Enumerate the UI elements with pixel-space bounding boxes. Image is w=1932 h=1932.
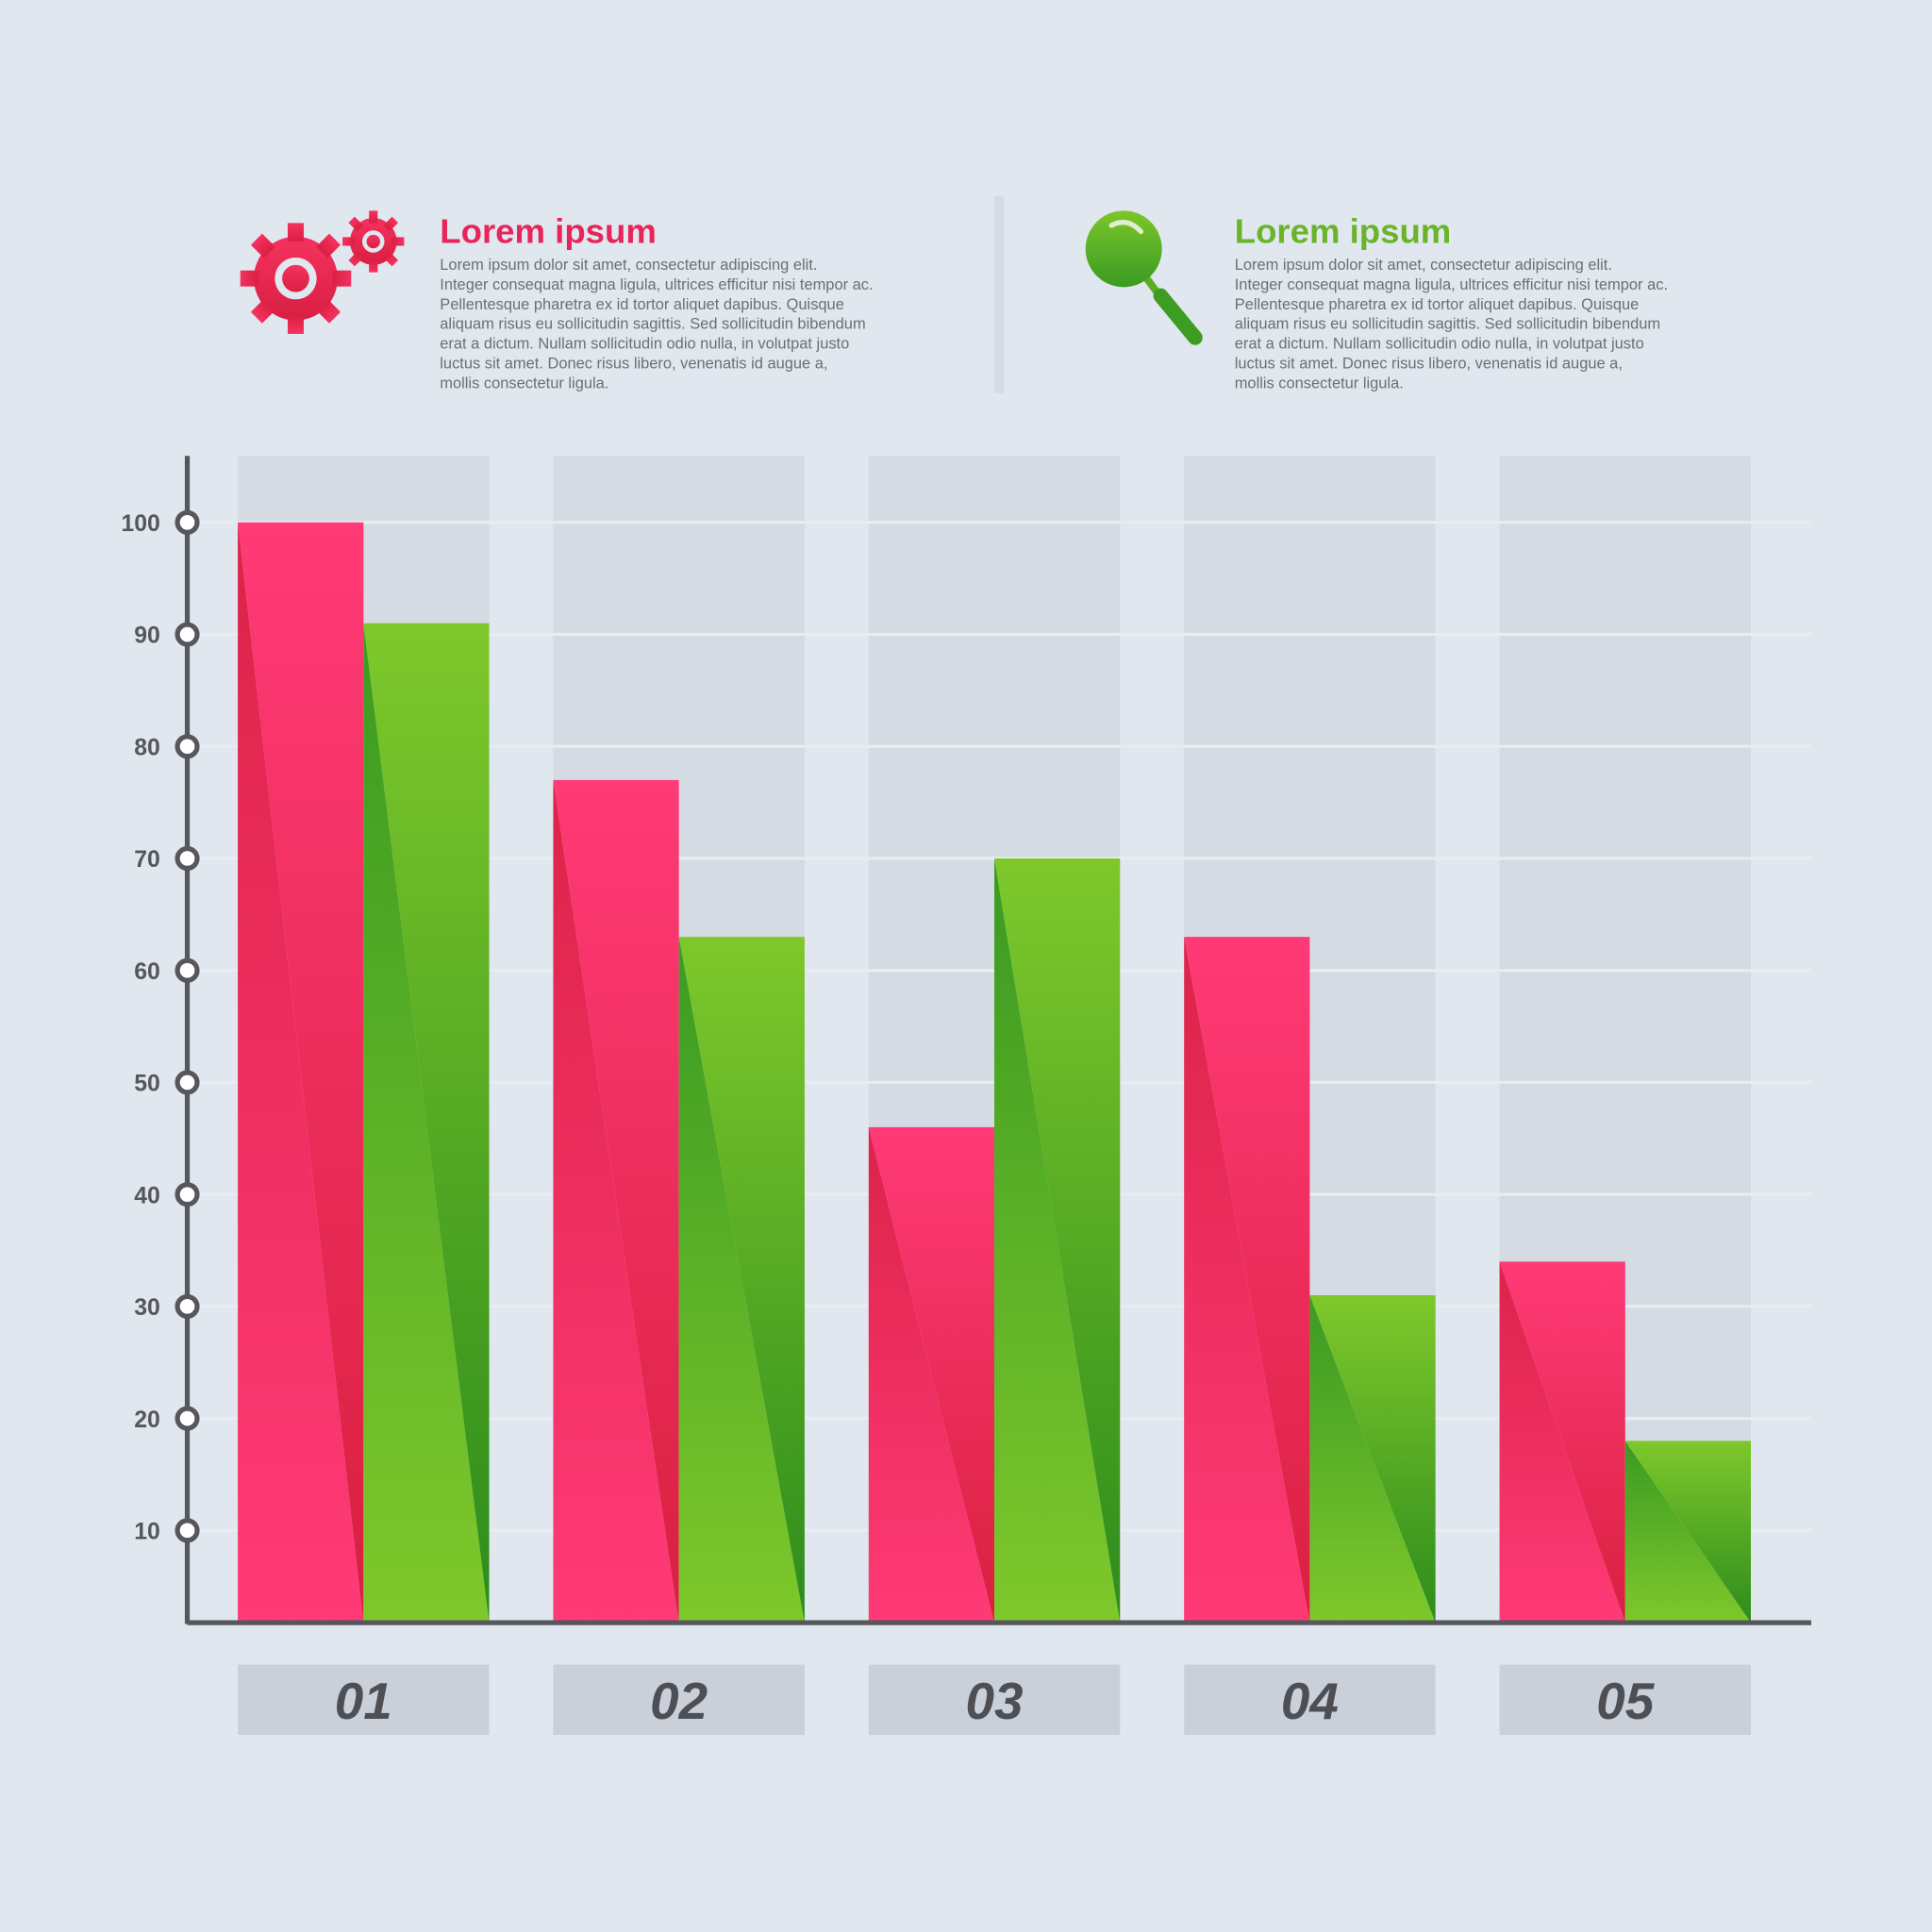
y-tick-marker <box>175 1518 200 1543</box>
description-line: Pellentesque pharetra ex id tortor aliqu… <box>440 296 844 313</box>
y-tick-marker <box>175 958 200 983</box>
green-bar-03 <box>994 858 1121 1624</box>
y-tick-marker <box>175 1293 200 1319</box>
green-bar-04 <box>1309 1295 1436 1624</box>
right-description: Lorem ipsum dolor sit amet, consectetur … <box>1235 257 1668 391</box>
left-description: Lorem ipsum dolor sit amet, consectetur … <box>440 257 873 391</box>
y-tick-label: 60 <box>134 959 160 985</box>
description-line: erat a dictum. Nullam sollicitudin odio … <box>440 336 849 353</box>
y-tick-label: 50 <box>134 1072 160 1097</box>
category-label-box <box>553 1664 805 1736</box>
y-tick-marker <box>175 1406 200 1431</box>
category-label-box <box>868 1664 1121 1736</box>
description-line: Lorem ipsum dolor sit amet, consectetur … <box>440 257 817 274</box>
green-bar-01 <box>363 623 490 1624</box>
description-line: Lorem ipsum dolor sit amet, consectetur … <box>1235 257 1612 274</box>
magnifier-icon <box>1085 210 1203 345</box>
category-label: 05 <box>1596 1672 1656 1730</box>
pink-bar-03 <box>868 1126 995 1624</box>
category-label-box <box>1499 1664 1751 1736</box>
header-divider <box>994 195 1005 393</box>
left-title: Lorem ipsum <box>440 211 657 250</box>
y-tick-label: 30 <box>134 1295 160 1321</box>
green-bar-05 <box>1624 1441 1751 1624</box>
y-tick-label: 10 <box>134 1519 160 1544</box>
description-line: Integer consequat magna ligula, ultrices… <box>440 276 873 293</box>
category-label-box <box>1184 1664 1436 1736</box>
description-line: Pellentesque pharetra ex id tortor aliqu… <box>1235 296 1640 313</box>
category-label: 02 <box>650 1672 708 1730</box>
pink-bar-05 <box>1499 1261 1625 1624</box>
description-line: Integer consequat magna ligula, ultrices… <box>1235 276 1668 293</box>
pink-bar-04 <box>1184 937 1310 1624</box>
description-line: aliquam risus eu sollicitudin sagittis. … <box>1235 316 1660 333</box>
y-tick-label: 90 <box>134 624 160 649</box>
y-tick-label: 100 <box>121 511 159 537</box>
category-label: 01 <box>335 1672 392 1730</box>
right-title: Lorem ipsum <box>1235 211 1452 250</box>
category-label-box <box>238 1664 490 1736</box>
gears-icon <box>240 210 405 334</box>
y-tick-marker <box>175 1070 200 1095</box>
y-tick-marker <box>175 845 200 872</box>
description-line: aliquam risus eu sollicitudin sagittis. … <box>440 316 865 333</box>
y-tick-label: 80 <box>134 735 160 760</box>
y-tick-label: 40 <box>134 1183 160 1208</box>
bar-chart: 01 02 03 04 05 10 20 30 40 50 60 70 80 90 100 <box>121 456 1811 1736</box>
pink-bar-01 <box>238 522 364 1624</box>
description-line: luctus sit amet. Donec risus libero, ven… <box>1235 356 1623 373</box>
description-line: luctus sit amet. Donec risus libero, ven… <box>440 356 827 373</box>
category-label: 04 <box>1281 1672 1339 1730</box>
y-tick-label: 20 <box>134 1407 160 1433</box>
y-tick-marker <box>175 509 200 535</box>
description-line: mollis consectetur ligula. <box>1235 375 1404 391</box>
description-line: mollis consectetur ligula. <box>440 375 608 391</box>
category-label: 03 <box>966 1672 1024 1730</box>
description-line: erat a dictum. Nullam sollicitudin odio … <box>1235 336 1644 353</box>
y-tick-marker <box>175 1182 200 1208</box>
y-tick-label: 70 <box>134 847 160 873</box>
green-bar-02 <box>678 937 805 1624</box>
y-tick-marker <box>175 622 200 647</box>
pink-bar-02 <box>553 779 679 1624</box>
y-tick-marker <box>175 734 200 759</box>
